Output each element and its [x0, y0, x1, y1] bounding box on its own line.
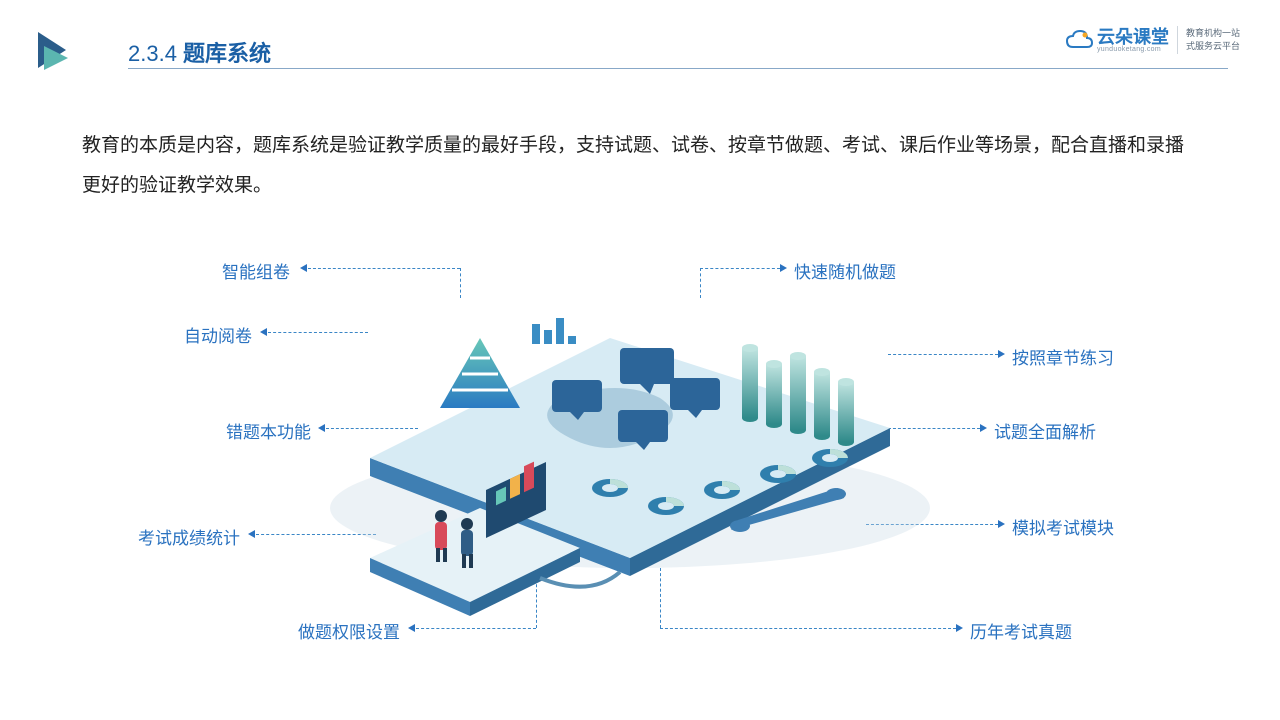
feature-smart-compose: 智能组卷 — [222, 258, 290, 283]
arrowhead-icon — [260, 328, 267, 336]
pyramid-icon — [440, 338, 520, 408]
mini-bar-chart — [532, 318, 576, 344]
logo-tagline: 教育机构一站 式服务云平台 — [1186, 27, 1250, 52]
feature-diagram: 智能组卷 自动阅卷 错题本功能 考试成绩统计 做题权限设置 快速随机做题 按照章… — [0, 218, 1280, 678]
arrowhead-icon — [998, 350, 1005, 358]
header-underline — [128, 68, 1228, 69]
brand-logo: 云朵课堂 yunduoketang.com 教育机构一站 式服务云平台 — [1065, 26, 1250, 54]
feature-chapter-practice: 按照章节练习 — [1012, 344, 1114, 369]
isometric-illustration — [310, 258, 930, 638]
logo-domain-text: yunduoketang.com — [1097, 46, 1169, 53]
feature-mock-exam: 模拟考试模块 — [1012, 514, 1114, 539]
arrowhead-icon — [956, 624, 963, 632]
feature-past-papers: 历年考试真题 — [970, 618, 1072, 643]
section-title: 题库系统 — [183, 36, 271, 68]
feature-auto-grade: 自动阅卷 — [184, 322, 252, 347]
cloud-icon — [1065, 29, 1093, 51]
arrowhead-icon — [998, 520, 1005, 528]
feature-mistake-book: 错题本功能 — [226, 418, 311, 443]
arrowhead-icon — [300, 264, 307, 272]
feature-full-analysis: 试题全面解析 — [994, 418, 1096, 443]
slide-header: 2.3.4 题库系统 — [38, 32, 271, 72]
slide-description: 教育的本质是内容，题库系统是验证教学质量的最好手段，支持试题、试卷、按章节做题、… — [82, 126, 1198, 206]
logo-brand-text: 云朵课堂 — [1097, 28, 1169, 46]
arrowhead-icon — [980, 424, 987, 432]
header-play-icon — [38, 32, 72, 72]
arrowhead-icon — [248, 530, 255, 538]
section-number: 2.3.4 — [128, 41, 177, 67]
logo-divider — [1177, 26, 1178, 54]
feature-score-stats: 考试成绩统计 — [138, 524, 240, 549]
